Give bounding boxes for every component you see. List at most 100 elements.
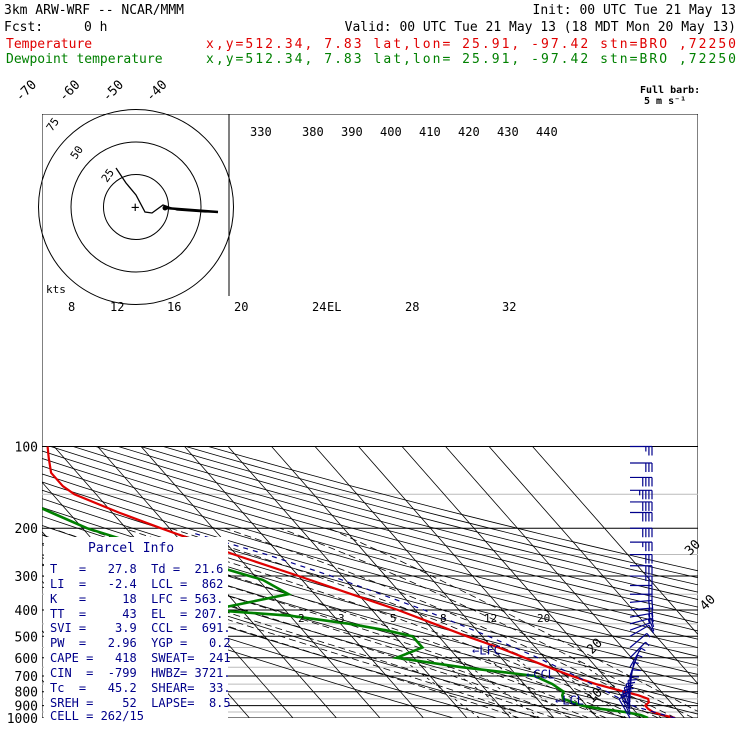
pressure-tick-label: 100 [15, 441, 38, 456]
hodograph-ring-label: 25 [99, 166, 117, 184]
dry-adiabat-label: 410 [419, 125, 441, 139]
isotherm-label: 40 [697, 592, 719, 614]
dry-adiabat-line [42, 465, 698, 649]
dry-adiabat-line [118, 446, 698, 600]
isotherm-label: 10 [584, 685, 606, 707]
mixing-ratio-label: 8 [440, 612, 447, 625]
dry-adiabat-label: 390 [341, 125, 363, 139]
wind-barb [629, 622, 655, 632]
parcel-info-line: T = 27.8 Td = 21.6 [50, 562, 223, 576]
wind-barb-half-flag [645, 641, 650, 647]
isotherm-line [271, 446, 511, 718]
wind-barb-half-flag [646, 632, 651, 638]
isotherm-label: -50 [100, 78, 127, 105]
parcel-info-line: Tc = 45.2 SHEAR= 33. [50, 681, 231, 695]
pressure-tick-label: 400 [15, 604, 38, 619]
wind-barb [629, 607, 654, 618]
wind-barb [630, 445, 653, 456]
dry-adiabat-line [42, 450, 698, 632]
mixing-ratio-label: 5 [390, 612, 397, 625]
init-time: Init: 00 UTC Tue 21 May 13 [533, 3, 737, 18]
hodograph-marker [162, 205, 168, 211]
moist-adiabat-line [224, 527, 676, 718]
fcst-label: Fcst: [4, 20, 43, 35]
wind-barb-flag [650, 617, 655, 628]
dry-adiabat-line [185, 446, 698, 579]
wind-barb-staff [629, 607, 652, 611]
isotherm-label: 30 [682, 537, 704, 559]
moist-adiabat-label: 20 [234, 300, 248, 314]
mixing-ratio-label: 3 [338, 612, 345, 625]
isotherm-line [227, 446, 468, 718]
hodograph-ring-label: 50 [68, 143, 86, 161]
barb-legend-units: 5 m s⁻¹ [644, 96, 686, 107]
hodograph: 25 50 75 + [38, 109, 234, 305]
parcel-info-line: PW = 2.96 YGP = 0.2 [50, 636, 231, 650]
dry-adiabat-line [50, 446, 698, 624]
parcel-info-panel: Parcel Info T = 27.8 Td = 21.6 LI = -2.4… [44, 537, 231, 723]
mixing-ratio-line [514, 657, 600, 718]
dry-adiabat-line [163, 446, 698, 586]
lcl-label: ←LCL [555, 693, 584, 707]
wind-barb-staff [629, 655, 639, 677]
lfc-label: ←LFC [472, 643, 501, 657]
mixing-ratio-label: 2 [298, 612, 305, 625]
pressure-tick-label: 900 [15, 700, 38, 715]
moist-adiabat-line [123, 527, 642, 718]
dry-adiabat-line [42, 498, 698, 685]
dry-adiabat-line [95, 446, 698, 608]
dry-adiabat-line [42, 575, 499, 718]
wind-barb [630, 476, 653, 487]
moist-adiabat-line [83, 527, 624, 718]
dry-adiabat-line [42, 489, 698, 675]
pressure-tick-label: 200 [15, 522, 38, 537]
model-title: 3km ARW-WRF -- NCAR/MMM [4, 3, 184, 18]
moist-adiabat-line [42, 563, 520, 718]
dry-adiabat-line [208, 446, 698, 572]
isotherm-label: -70 [13, 78, 40, 105]
wind-barb [629, 647, 646, 668]
wind-barb [630, 462, 653, 472]
pressure-tick-label: 300 [15, 570, 38, 585]
wind-barb [630, 553, 653, 564]
wind-barb-flag [648, 624, 655, 634]
wind-barb [630, 565, 653, 575]
wind-barb-flag [648, 608, 651, 618]
wind-barb [630, 489, 653, 500]
parcel-info-line: SREH = 52 LAPSE= 8.5 [50, 696, 231, 710]
mixing-ratio-line [435, 657, 517, 718]
moist-adiabat-label: 24 [312, 300, 326, 314]
wind-barbs [618, 445, 655, 719]
parcel-info-line: CAPE = 418 SWEAT= 241 [50, 651, 231, 665]
dry-adiabat-label: 400 [380, 125, 402, 139]
wind-barb-staff [629, 599, 652, 603]
dry-adiabat-line [42, 457, 698, 640]
wind-barb-staff [629, 622, 651, 631]
hodograph-ring [38, 109, 234, 305]
wind-barb-flag [631, 669, 641, 672]
parcel-info-line: CIN = -799 HWBZ= 3721. [50, 666, 231, 680]
hodograph-trace-upper [164, 206, 219, 214]
wind-barb [630, 584, 653, 595]
wind-barb-staff [625, 683, 631, 706]
valid-time: Valid: 00 UTC Tue 21 May 13 (18 MDT Mon … [345, 20, 736, 35]
pressure-tick-label: 600 [15, 652, 38, 667]
dry-adiabat-label: 440 [536, 125, 558, 139]
pressure-tick-label: 800 [15, 686, 38, 701]
pressure-tick-label: 500 [15, 630, 38, 645]
isotherm-label: -40 [143, 78, 170, 105]
temperature-legend: Temperature [6, 37, 92, 52]
wind-barb [629, 641, 650, 659]
moist-adiabat-label: 16 [167, 300, 181, 314]
fcst-value: 0 h [84, 20, 107, 35]
wind-barb-staff [629, 632, 648, 648]
mixing-ratio-label: 20 [537, 612, 550, 625]
el-label: EL [327, 300, 341, 314]
dewpoint-line [42, 507, 649, 718]
hodograph-panel [43, 115, 229, 295]
wind-barb [629, 617, 655, 628]
isotherm-line [184, 446, 424, 718]
temperature-line [46, 446, 676, 718]
dry-adiabat-label: 330 [250, 125, 272, 139]
